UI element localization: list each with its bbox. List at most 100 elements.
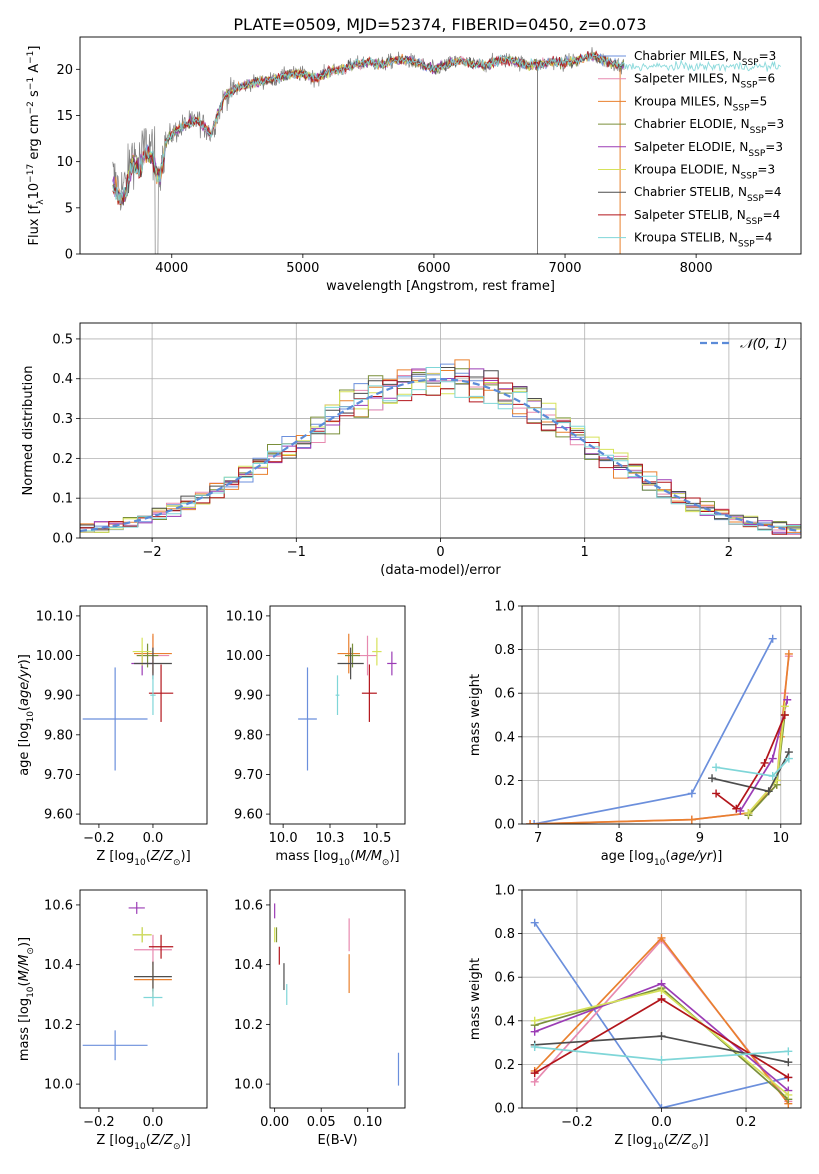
y-tick-label: 10.2 xyxy=(44,1018,73,1033)
label-part: −2 xyxy=(26,101,36,114)
plot-area-mass_vs_Z xyxy=(82,901,174,1061)
y-tick-label: 0.0 xyxy=(52,532,73,547)
label-part: age/yr xyxy=(670,849,713,864)
x-tick-label: 4000 xyxy=(155,261,188,276)
weight-marker xyxy=(784,1090,793,1099)
figure-title: PLATE=0509, MJD=52374, FIBERID=0450, z=0… xyxy=(233,15,646,34)
label-part: ( xyxy=(146,849,151,864)
y-tick-label: 9.90 xyxy=(234,689,263,704)
y-tick-label: 10.0 xyxy=(44,1078,73,1093)
weight-marker xyxy=(732,804,741,813)
y-tick-label: 10.6 xyxy=(234,898,263,913)
age_vs_mass-xlabel: mass [log10(M/M⊙)] xyxy=(275,849,399,868)
label-part: SSP xyxy=(750,126,767,136)
y-tick-label: 9.60 xyxy=(44,808,73,823)
y-tick-label: 0.1 xyxy=(52,492,73,507)
label-part: )] xyxy=(389,849,399,864)
weight-marker xyxy=(744,809,753,818)
spectrum-model-line-4 xyxy=(112,51,624,206)
y-tick-label: 0.6 xyxy=(494,971,515,986)
axes-frame xyxy=(79,889,208,1109)
label-part: Z/Z xyxy=(150,1133,174,1148)
plot-area-weight_vs_age xyxy=(526,634,793,824)
label-part: SSP xyxy=(746,217,763,227)
weight-marker xyxy=(784,1058,793,1067)
weight-line-3 xyxy=(530,653,790,824)
axes-frame xyxy=(521,889,802,1109)
panel-spectrum: 4000 5000 6000 7000 8000 0 5 10 15 20 wavelength [… xyxy=(26,36,802,294)
weight-marker xyxy=(526,820,535,824)
weight-line-1 xyxy=(533,638,774,824)
label-part: ( xyxy=(17,981,32,986)
weight-marker xyxy=(708,774,717,783)
label-part: Kroupa ELODIE, N xyxy=(634,163,741,177)
label-part: 10 xyxy=(654,858,666,868)
label-part: Chabrier MILES, N xyxy=(634,49,742,63)
label-part: SSP xyxy=(741,81,758,91)
label-part: Flux [f xyxy=(27,204,42,245)
x-tick-label: −0.2 xyxy=(83,1115,115,1130)
weight-marker xyxy=(530,1027,539,1036)
y-tick-label: 9.70 xyxy=(234,768,263,783)
weight-marker xyxy=(768,634,777,643)
y-tick-label: 10.10 xyxy=(36,609,73,624)
weight-marker xyxy=(657,1056,666,1065)
weight-line-8 xyxy=(715,714,786,810)
y-tick-label: 20 xyxy=(56,63,73,78)
weight-marker xyxy=(784,1047,793,1056)
label-part: ( xyxy=(665,849,670,864)
label-part: =3 xyxy=(766,117,784,131)
label-part: )] xyxy=(17,937,32,947)
label-part: ( xyxy=(664,1133,669,1148)
plot-area-mass_vs_ebv xyxy=(274,903,400,1086)
x-tick-label: 0.0 xyxy=(143,831,164,846)
label-part: mass [log xyxy=(17,998,32,1061)
weight-marker xyxy=(687,789,696,798)
y-tick-label: 1.0 xyxy=(494,884,515,899)
label-part: erg cm xyxy=(27,114,42,163)
label-part: Z/Z xyxy=(150,849,174,864)
label-part: SSP xyxy=(742,58,759,68)
label-part: 10 xyxy=(339,858,351,868)
y-tick-label: 1.0 xyxy=(494,600,515,615)
label-part: SSP xyxy=(738,240,755,250)
legend-gaussian-label: 𝒩(0, 1) xyxy=(740,337,787,352)
weight-marker xyxy=(657,933,666,942)
weight-marker xyxy=(784,1073,793,1082)
weight-marker xyxy=(530,820,539,824)
weight-marker xyxy=(768,754,777,763)
label-part: SSP xyxy=(747,194,764,204)
y-tick-label: 9.90 xyxy=(44,689,73,704)
mass_vs_ebv-xlabel: E(B-V) xyxy=(317,1133,357,1148)
label-part: −1 xyxy=(26,77,36,90)
label-part: ] xyxy=(27,46,42,51)
label-part: 10 xyxy=(26,986,36,998)
x-tick-label: −0.2 xyxy=(561,1115,593,1130)
label-part: age [log xyxy=(601,849,654,864)
weight-marker xyxy=(657,1104,666,1108)
weight-marker xyxy=(657,1032,666,1041)
panel-age_vs_mass: 10.0 10.3 10.5 9.60 9.70 9.80 9.90 10.00 10.10 ma… xyxy=(226,605,406,868)
weight_vs_age-ylabel: mass weight xyxy=(468,674,483,756)
label-part: ⊙ xyxy=(173,858,181,868)
x-tick-label: 10.5 xyxy=(362,831,391,846)
label-part: )] xyxy=(181,849,191,864)
x-tick-label: 8000 xyxy=(680,261,713,276)
axes-frame xyxy=(521,605,802,825)
weight-marker xyxy=(530,1016,539,1025)
label-part: age/yr xyxy=(17,663,32,706)
y-tick-label: 10.0 xyxy=(234,1078,263,1093)
x-tick-label: −2 xyxy=(143,545,162,560)
y-tick-label: 10.00 xyxy=(36,649,73,664)
weight-marker xyxy=(687,815,696,824)
label-part: Z [log xyxy=(96,849,134,864)
label-part: Chabrier STELIB, N xyxy=(634,185,747,199)
label-part: M/M xyxy=(17,955,32,982)
x-tick-label: 10.3 xyxy=(316,831,345,846)
y-tick-label: 0.3 xyxy=(52,412,73,427)
weight-marker xyxy=(657,995,666,1003)
legend-label-9: Kroupa STELIB, NSSP=4 xyxy=(634,231,772,250)
